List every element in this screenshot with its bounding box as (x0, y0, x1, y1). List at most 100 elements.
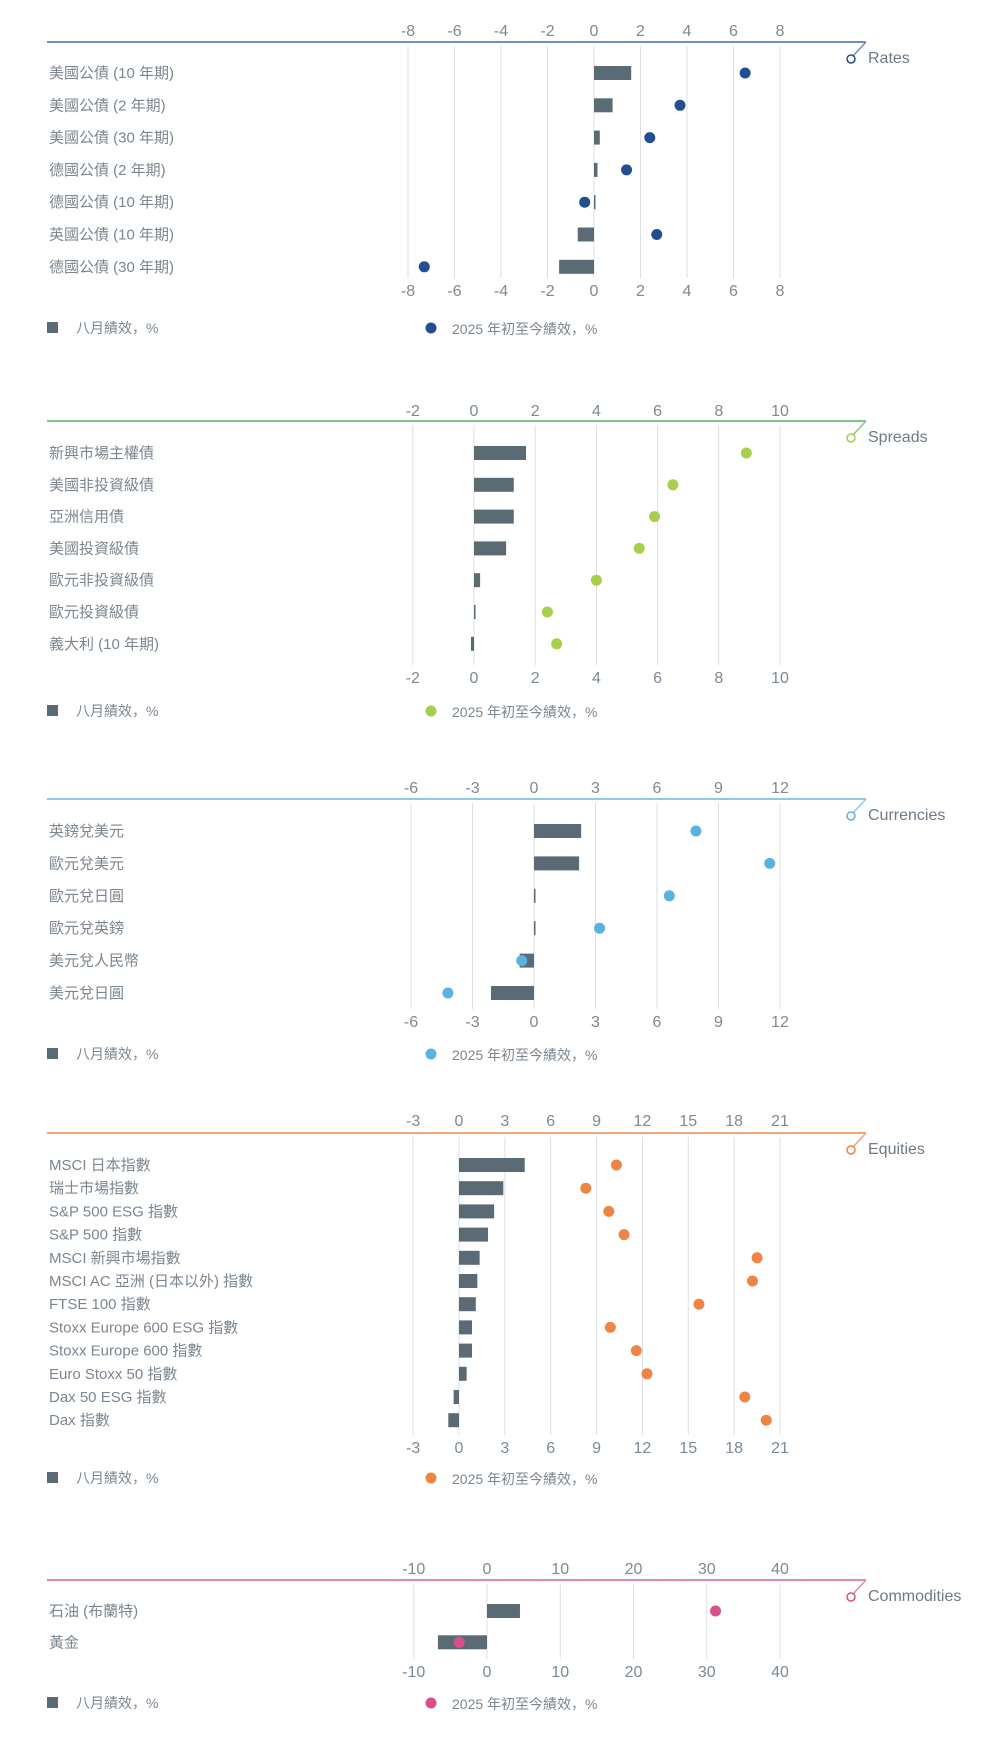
category-label: S&P 500 指數 (49, 1227, 142, 1244)
top-tick-label: -6 (404, 780, 418, 797)
legend-dot-label: 2025 年初至今績效，% (452, 321, 597, 337)
top-tick-label: 21 (771, 1113, 789, 1130)
dot-ytd-performance (610, 1159, 622, 1171)
dot-ytd-performance (739, 67, 751, 79)
dot-ytd-performance (649, 511, 661, 523)
category-label: 美國公債 (30 年期) (49, 130, 174, 147)
panel-equities: -3 -3 0 0 3 3 6 6 9 9 12 12 15 15 18 18 21 21 Equities MSCI… (47, 1113, 925, 1487)
category-label: 美元兌日圓 (49, 985, 124, 1002)
top-tick-label: 12 (771, 780, 789, 797)
category-label: 歐元投資級債 (49, 604, 139, 621)
top-tick-label: 12 (634, 1113, 652, 1130)
legend-bar-swatch-icon (47, 705, 58, 716)
top-tick-label: 0 (530, 780, 539, 797)
bar-august-performance (594, 98, 613, 113)
top-tick-label: 3 (500, 1113, 509, 1130)
top-tick-label: 4 (592, 403, 601, 420)
bar-august-performance (459, 1366, 467, 1381)
dot-ytd-performance (603, 1205, 615, 1217)
section-marker-icon (846, 1145, 856, 1155)
bar-august-performance (459, 1343, 472, 1358)
bottom-tick-label: 8 (714, 670, 723, 687)
dot-ytd-performance (580, 1182, 592, 1194)
category-label: 歐元兌美元 (49, 855, 124, 872)
dot-ytd-performance (674, 99, 686, 111)
category-label: S&P 500 ESG 指數 (49, 1203, 178, 1220)
legend-dot-swatch-icon (425, 1472, 437, 1484)
bottom-tick-label: 0 (470, 670, 479, 687)
bottom-tick-label: 3 (500, 1440, 509, 1457)
bottom-tick-label: 9 (714, 1014, 723, 1031)
section-marker-stem (852, 41, 867, 57)
dot-ytd-performance (739, 1391, 751, 1403)
category-label: 義大利 (10 年期) (49, 636, 159, 653)
bar-august-performance (474, 509, 514, 524)
top-tick-label: 15 (679, 1113, 697, 1130)
bar-august-performance (534, 856, 580, 871)
top-tick-label: 0 (590, 23, 599, 40)
category-label: 亞洲信用債 (49, 509, 124, 526)
panel-rates: -8 -8 -6 -6 -4 -4 -2 -2 0 0 2 2 4 4 6 6 8 8 Rates 美國公債 (10 … (47, 23, 910, 337)
category-label: 美國投資級債 (49, 540, 139, 557)
bottom-tick-label: 30 (698, 1664, 716, 1681)
section-title: Spreads (868, 429, 928, 446)
section-title: Rates (868, 50, 910, 67)
dot-ytd-performance (551, 638, 563, 650)
category-label: Dax 50 ESG 指數 (49, 1389, 167, 1406)
bottom-tick-label: 6 (729, 283, 738, 300)
bottom-tick-label: 40 (771, 1664, 789, 1681)
legend-dot-label: 2025 年初至今績效，% (452, 1047, 597, 1063)
top-tick-label: 2 (636, 23, 645, 40)
category-label: MSCI 新興市場指數 (49, 1250, 181, 1267)
bottom-tick-label: 0 (590, 283, 599, 300)
category-label: 瑞士市場指數 (49, 1180, 139, 1197)
category-label: 英鎊兌美元 (49, 822, 124, 840)
bottom-tick-label: 3 (591, 1014, 600, 1031)
bottom-tick-label: 20 (625, 1664, 643, 1681)
top-tick-label: 10 (551, 1561, 569, 1578)
category-label: 英國公債 (10 年期) (49, 226, 174, 244)
category-label: FTSE 100 指數 (49, 1296, 151, 1313)
section-marker-stem (852, 1579, 867, 1595)
category-label: 美國公債 (2 年期) (49, 97, 166, 114)
dot-ytd-performance (621, 164, 633, 176)
category-label: 歐元兌日圓 (49, 888, 124, 905)
bar-august-performance (594, 66, 632, 80)
top-tick-label: 8 (714, 403, 723, 420)
bar-august-performance (459, 1274, 478, 1288)
dot-ytd-performance (746, 1275, 758, 1287)
bottom-tick-label: 0 (530, 1014, 539, 1031)
bottom-tick-label: 12 (771, 1014, 789, 1031)
category-label: MSCI 日本指數 (49, 1157, 151, 1174)
dot-ytd-performance (641, 1368, 653, 1380)
dot-ytd-performance (710, 1605, 722, 1617)
dot-ytd-performance (751, 1252, 763, 1264)
bar-august-performance (474, 446, 527, 460)
category-label: 歐元非投資級債 (49, 572, 154, 589)
bottom-tick-label: 21 (771, 1440, 789, 1457)
bar-august-performance (534, 824, 582, 838)
top-tick-label: -8 (401, 23, 415, 40)
section-marker-stem (852, 420, 867, 436)
dot-ytd-performance (579, 196, 591, 208)
top-tick-label: 10 (771, 403, 789, 420)
dot-ytd-performance (541, 606, 553, 618)
bottom-tick-label: 8 (776, 283, 785, 300)
bottom-tick-label: 2 (531, 670, 540, 687)
top-tick-label: 40 (771, 1561, 789, 1578)
category-label: Dax 指數 (49, 1412, 110, 1429)
legend-dot-swatch-icon (425, 322, 437, 334)
category-label: 美元兌人民幣 (49, 953, 139, 970)
legend-dot-swatch-icon (425, 705, 437, 717)
top-tick-label: 0 (455, 1113, 464, 1130)
bottom-tick-label: -10 (402, 1664, 425, 1681)
bar-august-performance (577, 227, 594, 242)
section-marker-icon (846, 54, 856, 64)
dot-ytd-performance (760, 1414, 772, 1426)
legend-dot-swatch-icon (425, 1048, 437, 1060)
dot-ytd-performance (663, 890, 675, 902)
top-tick-label: 6 (653, 403, 662, 420)
bar-august-performance (448, 1413, 459, 1428)
bar-august-performance (594, 195, 596, 210)
